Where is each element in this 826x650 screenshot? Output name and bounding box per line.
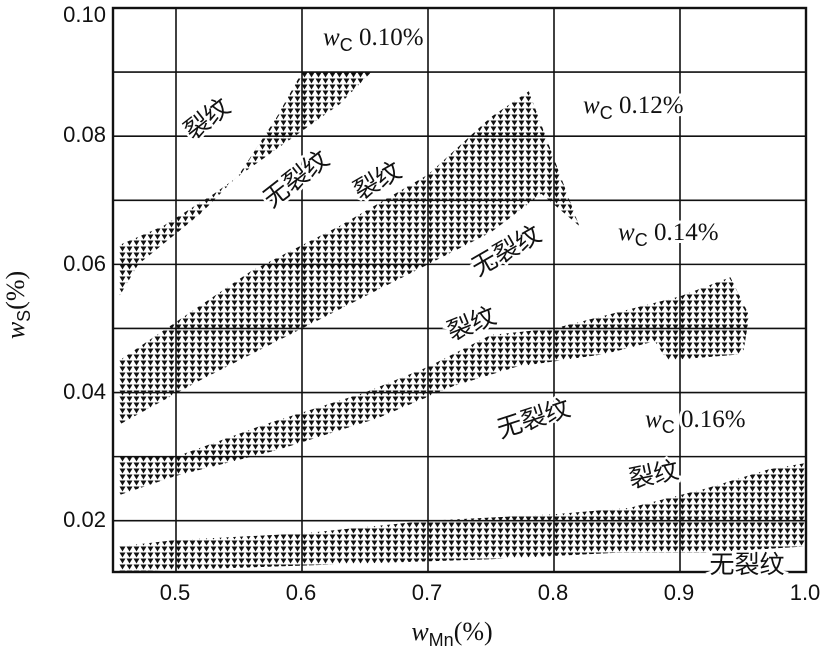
y-tick-label: 0.04 (63, 379, 106, 404)
x-tick-label: 0.9 (664, 580, 695, 605)
wc-label-2: wC 0.14% (618, 219, 719, 250)
x-tick-label: 0.5 (160, 580, 191, 605)
band-wc-0 (119, 72, 372, 297)
x-tick-label: 0.8 (538, 580, 569, 605)
x-tick-label: 1.0 (790, 580, 821, 605)
wc-label-0: wC 0.10% (323, 24, 424, 55)
y-tick-labels: 0.02 0.04 0.06 0.08 0.10 (63, 2, 106, 532)
band-wc-3 (119, 463, 806, 572)
wc-label-3: wC 0.16% (645, 406, 746, 437)
band-wc-2 (119, 277, 750, 496)
y-tick-label: 0.08 (63, 122, 106, 147)
no-crack-label-3: 无裂纹 (709, 550, 784, 579)
y-tick-label: 0.02 (63, 507, 106, 532)
no-crack-label-0: 无裂纹 (258, 144, 335, 213)
crack-label-0: 裂纹 (178, 92, 235, 146)
crack-label-3: 裂纹 (626, 455, 681, 494)
x-axis-title: wMn(%) (411, 617, 492, 650)
wc-label-1: wC 0.12% (583, 92, 684, 123)
x-tick-label: 0.7 (412, 580, 443, 605)
grid-layer (111, 6, 808, 574)
y-axis-title: wS(%) (1, 271, 34, 339)
band-wc-1 (119, 91, 580, 425)
y-tick-label: 0.10 (63, 2, 106, 27)
band-layer (119, 72, 806, 572)
x-tick-label: 0.6 (286, 580, 317, 605)
x-tick-labels: 0.5 0.6 0.7 0.8 0.9 1.0 (160, 580, 821, 605)
y-tick-label: 0.06 (63, 251, 106, 276)
plot-frame (111, 6, 808, 574)
no-crack-label-2: 无裂纹 (493, 393, 573, 444)
